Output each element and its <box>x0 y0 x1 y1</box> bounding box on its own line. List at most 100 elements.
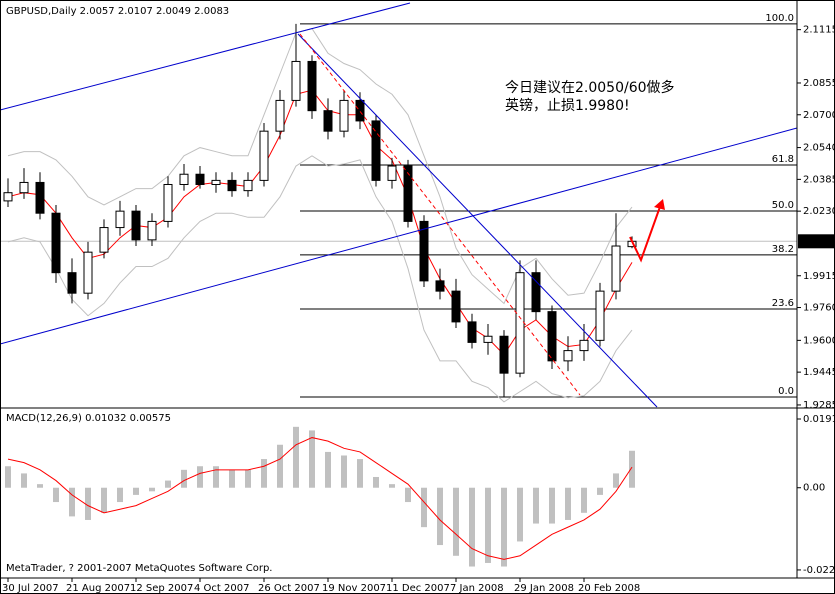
candle-body <box>515 272 525 374</box>
macd-bar <box>373 476 379 488</box>
macd-bar <box>101 487 107 513</box>
trend-line <box>297 33 658 408</box>
macd-bar <box>421 487 427 528</box>
fib-label: 38.2 <box>772 244 794 255</box>
candle-body <box>115 210 125 229</box>
fib-label: 100.0 <box>765 13 794 24</box>
candle-body <box>355 99 365 122</box>
y-tick-label: 1.9915 <box>803 271 835 282</box>
macd-bar <box>549 487 555 524</box>
indicator-line <box>7 155 633 403</box>
macd-bar <box>149 487 155 492</box>
last-price-label: 2.0083 <box>802 236 835 247</box>
indicator-line <box>7 89 633 356</box>
candle-body <box>259 130 269 181</box>
candle-body <box>147 220 157 241</box>
macd-bar <box>261 459 267 488</box>
candle-body <box>563 350 573 362</box>
y-tick-label: 1.9285 <box>803 400 835 411</box>
x-tick-label: 4 Oct 2007 <box>194 583 249 594</box>
macd-bar <box>309 430 315 488</box>
macd-bar <box>501 487 507 567</box>
annotation: 今日建议在2.0050/60做多 <box>505 79 675 96</box>
macd-bar <box>277 444 283 488</box>
x-tick-label: 20 Feb 2008 <box>578 583 640 594</box>
indicator-line <box>7 28 633 305</box>
candle-body <box>611 245 621 292</box>
macd-bar <box>565 487 571 520</box>
candle-body <box>451 290 461 323</box>
macd-bar <box>165 480 171 488</box>
footer: MetaTrader, ? 2001-2007 MetaQuotes Softw… <box>6 563 272 574</box>
macd-bar <box>581 487 587 513</box>
x-tick-label: 26 Oct 2007 <box>258 583 320 594</box>
annotation: 英镑，止损1.9980! <box>505 97 630 114</box>
fib-label: 0.0 <box>778 386 794 397</box>
macd-bar <box>213 466 219 488</box>
candle-body <box>483 335 493 343</box>
macd-bar <box>405 487 411 503</box>
candle-body <box>435 280 445 292</box>
drawing-layer: 2.1115 2.0855 2.0700 2.0540 2.0385 2.0230 1.99… <box>0 13 835 594</box>
macd-bar <box>197 466 203 488</box>
y-tick-label: 2.0855 <box>803 78 835 89</box>
macd-bar <box>437 487 443 546</box>
candle-body <box>243 179 253 192</box>
macd-bar <box>533 487 539 524</box>
macd-bar <box>37 484 43 488</box>
candle-body <box>163 183 173 222</box>
fib-label: 61.8 <box>772 154 794 165</box>
candle-body <box>227 179 237 192</box>
macd-bar <box>517 487 523 542</box>
macd-bar <box>53 487 59 503</box>
y-tick-label: 1.9445 <box>803 367 835 378</box>
fib-label: 50.0 <box>772 200 794 211</box>
macd-bar <box>389 484 395 488</box>
dashed-trend-line <box>299 33 581 396</box>
candle-body <box>579 339 589 352</box>
candle-body <box>419 220 429 282</box>
candle-body <box>3 192 13 202</box>
macd-bar <box>469 487 475 567</box>
last-price-box <box>798 234 834 249</box>
candle-body <box>403 165 413 222</box>
macd-bar <box>597 487 603 495</box>
candle-body <box>51 212 61 274</box>
y-tick-label: 1.9600 <box>803 335 835 346</box>
x-tick-label: 30 Jul 2007 <box>2 583 59 594</box>
y-tick-label: 2.0700 <box>803 110 835 121</box>
x-tick-label: 19 Nov 2007 <box>322 583 386 594</box>
forecast-arrow <box>629 203 662 263</box>
macd-bar <box>117 487 123 503</box>
candle-body <box>211 179 221 185</box>
candle-body <box>323 110 333 132</box>
macd-bar <box>453 487 459 556</box>
channel-line <box>0 127 798 345</box>
candle-body <box>467 321 477 343</box>
macd-bar <box>341 455 347 488</box>
y-tick-label: 1.9760 <box>803 303 835 314</box>
candle-body <box>339 99 349 132</box>
candle-body <box>67 272 77 294</box>
macd-bar <box>69 487 75 517</box>
y-tick-label: 2.0540 <box>803 143 835 154</box>
macd-bar <box>629 450 635 488</box>
y-tick-label: -0.02295 <box>803 565 835 576</box>
y-tick-label: 0.01919 <box>803 414 835 425</box>
macd-bar <box>357 459 363 488</box>
macd-bar <box>21 473 27 488</box>
macd-bar <box>133 487 139 495</box>
candle-body <box>531 272 541 313</box>
indicator-title: MACD(12,26,9) 0.01032 0.00575 <box>6 413 171 424</box>
candle-body <box>387 165 397 181</box>
candle-body <box>595 290 605 341</box>
y-tick-label: 2.1115 <box>803 25 835 36</box>
macd-bar <box>613 473 619 488</box>
fib-label: 23.6 <box>772 298 794 309</box>
x-tick-label: 12 Sep 2007 <box>130 583 193 594</box>
arrow-head <box>654 199 665 210</box>
candle-body <box>83 251 93 294</box>
macd-bar <box>5 466 11 488</box>
x-tick-label: 11 Dec 2007 <box>386 583 450 594</box>
